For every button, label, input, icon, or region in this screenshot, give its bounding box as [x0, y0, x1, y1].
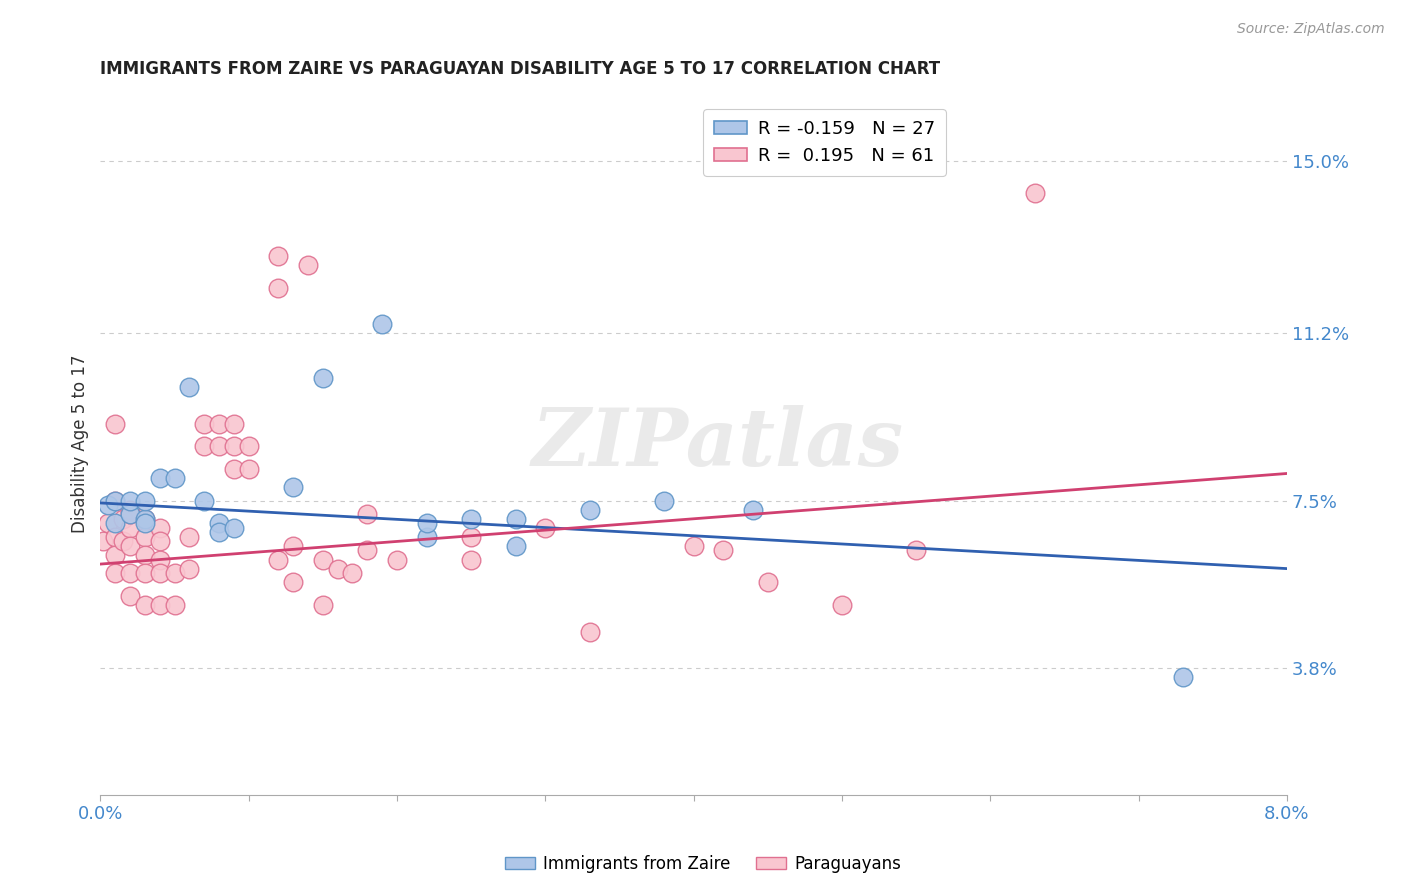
- Point: [91, 534, 114, 549]
- Point: [312, 552, 335, 566]
- Point: [118, 508, 141, 522]
- Point: [134, 548, 156, 562]
- Point: [356, 508, 378, 522]
- Point: [342, 566, 364, 581]
- Point: [193, 439, 215, 453]
- Point: [312, 598, 335, 612]
- Point: [208, 516, 231, 531]
- Point: [163, 598, 186, 612]
- Point: [222, 439, 245, 453]
- Legend: R = -0.159   N = 27, R =  0.195   N = 61: R = -0.159 N = 27, R = 0.195 N = 61: [703, 109, 946, 176]
- Point: [118, 589, 141, 603]
- Point: [831, 598, 853, 612]
- Point: [756, 575, 779, 590]
- Point: [415, 530, 437, 544]
- Point: [578, 625, 600, 640]
- Point: [415, 516, 437, 531]
- Point: [111, 512, 134, 526]
- Point: [222, 521, 245, 535]
- Point: [222, 417, 245, 431]
- Point: [534, 521, 557, 535]
- Text: IMMIGRANTS FROM ZAIRE VS PARAGUAYAN DISABILITY AGE 5 TO 17 CORRELATION CHART: IMMIGRANTS FROM ZAIRE VS PARAGUAYAN DISA…: [100, 60, 941, 78]
- Point: [238, 439, 260, 453]
- Point: [163, 566, 186, 581]
- Point: [104, 493, 127, 508]
- Text: ZIPatlas: ZIPatlas: [531, 405, 904, 483]
- Point: [1024, 186, 1046, 200]
- Point: [238, 462, 260, 476]
- Point: [118, 493, 141, 508]
- Point: [134, 598, 156, 612]
- Point: [208, 525, 231, 540]
- Point: [222, 462, 245, 476]
- Point: [742, 502, 765, 516]
- Point: [149, 471, 172, 485]
- Point: [460, 552, 482, 566]
- Point: [460, 512, 482, 526]
- Point: [711, 543, 734, 558]
- Point: [208, 439, 231, 453]
- Point: [104, 516, 127, 531]
- Point: [460, 530, 482, 544]
- Point: [163, 471, 186, 485]
- Point: [283, 480, 305, 494]
- Point: [97, 498, 120, 512]
- Point: [208, 417, 231, 431]
- Point: [134, 566, 156, 581]
- Point: [118, 521, 141, 535]
- Point: [505, 512, 527, 526]
- Point: [111, 534, 134, 549]
- Point: [97, 516, 120, 531]
- Point: [134, 512, 156, 526]
- Point: [134, 530, 156, 544]
- Point: [356, 543, 378, 558]
- Point: [312, 371, 335, 385]
- Point: [104, 530, 127, 544]
- Point: [505, 539, 527, 553]
- Point: [297, 258, 319, 272]
- Point: [283, 575, 305, 590]
- Point: [118, 508, 141, 522]
- Point: [283, 539, 305, 553]
- Point: [118, 566, 141, 581]
- Y-axis label: Disability Age 5 to 17: Disability Age 5 to 17: [72, 355, 89, 533]
- Point: [267, 281, 290, 295]
- Text: Source: ZipAtlas.com: Source: ZipAtlas.com: [1237, 22, 1385, 37]
- Point: [905, 543, 928, 558]
- Point: [118, 539, 141, 553]
- Point: [179, 561, 201, 575]
- Point: [149, 521, 172, 535]
- Point: [104, 493, 127, 508]
- Point: [149, 598, 172, 612]
- Point: [149, 534, 172, 549]
- Point: [104, 566, 127, 581]
- Point: [134, 516, 156, 531]
- Point: [193, 417, 215, 431]
- Point: [134, 493, 156, 508]
- Point: [682, 539, 704, 553]
- Point: [326, 561, 349, 575]
- Point: [371, 317, 394, 331]
- Legend: Immigrants from Zaire, Paraguayans: Immigrants from Zaire, Paraguayans: [498, 848, 908, 880]
- Point: [149, 552, 172, 566]
- Point: [134, 512, 156, 526]
- Point: [1171, 670, 1194, 684]
- Point: [118, 502, 141, 516]
- Point: [385, 552, 408, 566]
- Point: [149, 566, 172, 581]
- Point: [179, 530, 201, 544]
- Point: [179, 380, 201, 394]
- Point: [578, 502, 600, 516]
- Point: [104, 417, 127, 431]
- Point: [267, 249, 290, 263]
- Point: [652, 493, 675, 508]
- Point: [193, 493, 215, 508]
- Point: [267, 552, 290, 566]
- Point: [104, 548, 127, 562]
